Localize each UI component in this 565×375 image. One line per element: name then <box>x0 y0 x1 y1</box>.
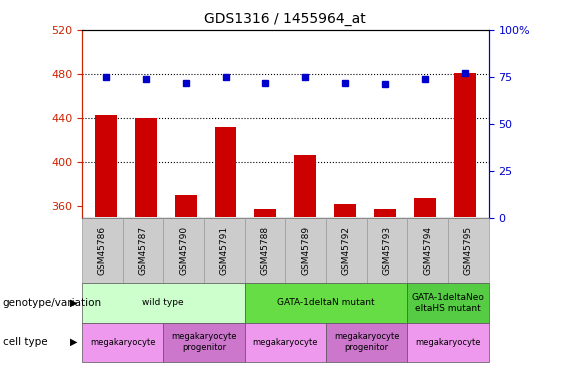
Text: megakaryocyte: megakaryocyte <box>253 338 318 346</box>
Bar <box>374 209 396 218</box>
Bar <box>414 198 436 217</box>
Text: cell type: cell type <box>3 337 47 347</box>
Text: ▶: ▶ <box>70 298 77 308</box>
Text: GSM45790: GSM45790 <box>179 226 188 275</box>
Text: wild type: wild type <box>142 298 184 307</box>
Text: megakaryocyte
progenitor: megakaryocyte progenitor <box>334 333 399 352</box>
Text: megakaryocyte
progenitor: megakaryocyte progenitor <box>171 333 237 352</box>
Text: genotype/variation: genotype/variation <box>3 298 102 308</box>
Text: GSM45795: GSM45795 <box>464 226 473 275</box>
Text: GSM45786: GSM45786 <box>98 226 107 275</box>
Bar <box>294 154 316 218</box>
Text: GSM45789: GSM45789 <box>301 226 310 275</box>
Bar <box>454 73 476 217</box>
Bar <box>254 209 276 218</box>
Text: megakaryocyte: megakaryocyte <box>90 338 155 346</box>
Text: GSM45788: GSM45788 <box>260 226 270 275</box>
Bar <box>175 195 197 217</box>
Title: GDS1316 / 1455964_at: GDS1316 / 1455964_at <box>205 12 366 26</box>
Bar <box>215 127 237 218</box>
Bar <box>135 118 157 218</box>
Text: GSM45794: GSM45794 <box>423 226 432 275</box>
Text: GSM45791: GSM45791 <box>220 226 229 275</box>
Text: megakaryocyte: megakaryocyte <box>415 338 481 346</box>
Text: GSM45792: GSM45792 <box>342 226 351 275</box>
Bar <box>95 115 117 218</box>
Text: GATA-1deltaN mutant: GATA-1deltaN mutant <box>277 298 375 307</box>
Text: ▶: ▶ <box>70 337 77 347</box>
Bar <box>334 204 356 218</box>
Text: GATA-1deltaNeo
eltaHS mutant: GATA-1deltaNeo eltaHS mutant <box>412 293 484 312</box>
Text: GSM45793: GSM45793 <box>383 226 392 275</box>
Text: GSM45787: GSM45787 <box>138 226 147 275</box>
